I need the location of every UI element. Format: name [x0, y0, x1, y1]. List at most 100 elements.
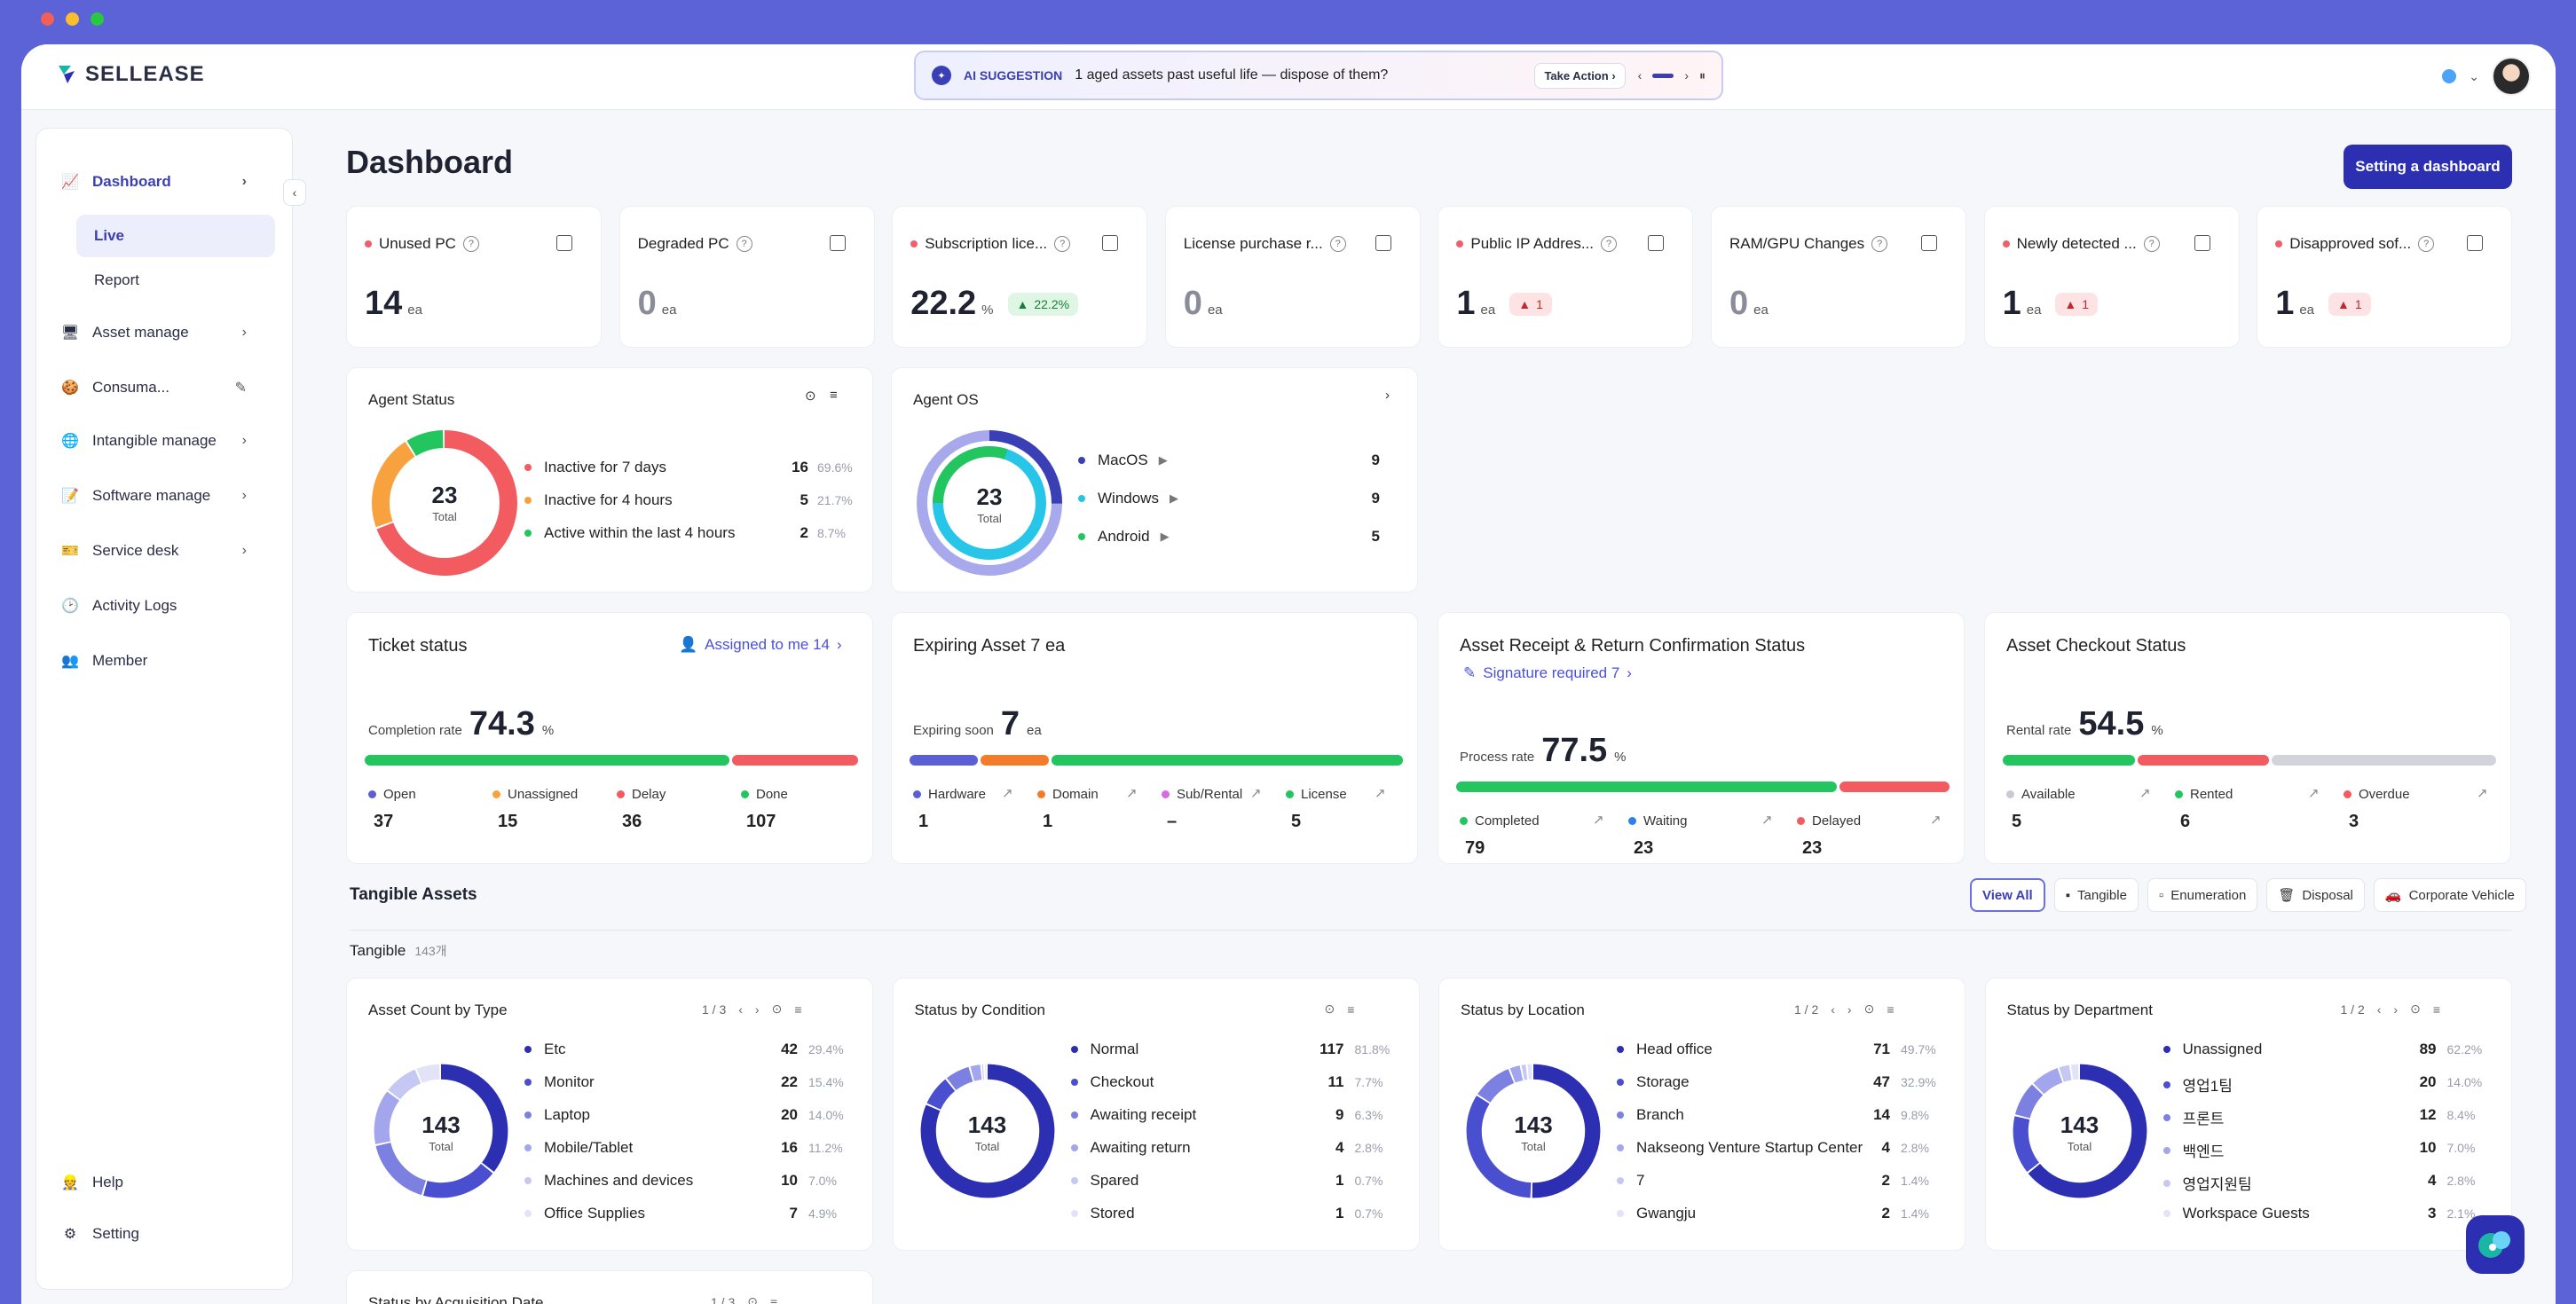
legend-item[interactable]: Head office [1617, 1041, 1713, 1058]
prev-icon[interactable]: ‹ [738, 1002, 743, 1017]
sidebar-item-dashboard[interactable]: 📈 Dashboard › [60, 172, 247, 192]
kpi-card[interactable]: RAM/GPU Changes? 0 ea [1711, 206, 1966, 348]
minimize-dot[interactable] [66, 12, 79, 26]
sidebar-item-asset-manage[interactable]: 🖥 Asset manage › [60, 323, 247, 342]
kpi-card[interactable]: License purchase r...? 0 ea [1164, 206, 1421, 348]
legend-item[interactable]: Checkout [1070, 1073, 1154, 1091]
target-icon[interactable]: ⊙ [805, 389, 816, 404]
help-icon[interactable]: ? [1329, 236, 1346, 252]
kpi-card[interactable]: Subscription lice...? 22.2% ▲ 22.2% [892, 206, 1148, 348]
sidebar-item-setting[interactable]: ⚙ Setting [60, 1224, 247, 1244]
chevron-down-icon[interactable]: ⌄ [2469, 68, 2479, 83]
filter-tangible[interactable]: ▪ Tangible [2053, 878, 2139, 912]
target-icon[interactable]: ⊙ [1863, 1002, 1875, 1016]
sort-icon[interactable]: ≡ [794, 1002, 802, 1017]
kpi-card[interactable]: Public IP Addres...? 1 ea ▲ 1 [1438, 206, 1694, 348]
setting-dashboard-button[interactable]: Setting a dashboard [2344, 145, 2512, 189]
external-link-icon[interactable]: ↗ [1250, 786, 1262, 801]
sort-icon[interactable]: ≡ [1347, 1002, 1355, 1017]
external-link-icon[interactable]: ↗ [2139, 786, 2151, 801]
logo[interactable]: SELLEASE [55, 62, 205, 87]
sidebar-item-service-desk[interactable]: 🎫 Service desk › [60, 541, 247, 561]
legend-item[interactable]: Active within the last 4 hours [524, 524, 735, 542]
panel-icon[interactable] [1648, 235, 1665, 251]
help-icon[interactable]: ? [2143, 236, 2160, 252]
sidebar-item-member[interactable]: 👥 Member [60, 651, 247, 671]
prev-icon[interactable]: ‹ [1637, 68, 1642, 82]
edit-icon[interactable]: ✎ [234, 381, 247, 396]
donut-segment[interactable] [2013, 1064, 2147, 1198]
legend-item[interactable]: 영업1팀 [2162, 1073, 2233, 1096]
next-icon[interactable]: › [754, 1002, 760, 1017]
chevron-right-icon[interactable]: › [1385, 388, 1390, 403]
maximize-dot[interactable] [91, 12, 104, 26]
legend-item[interactable]: Stored [1070, 1205, 1135, 1222]
kpi-card[interactable]: Newly detected ...? 1 ea ▲ 1 [1983, 206, 2240, 348]
kpi-card[interactable]: Unused PC? 14 ea [346, 206, 602, 348]
legend-item[interactable]: Spared [1070, 1172, 1138, 1190]
help-icon[interactable]: ? [1054, 236, 1071, 252]
sidebar-sub-report[interactable]: Report [76, 259, 275, 302]
filter-view-all[interactable]: View All [1970, 878, 2045, 912]
sidebar-item-software-manage[interactable]: 📝 Software manage › [60, 486, 247, 506]
sidebar-item-activity-logs[interactable]: 🕑 Activity Logs [60, 596, 247, 616]
legend-item[interactable]: Inactive for 7 days [524, 459, 666, 476]
panel-icon[interactable] [2467, 235, 2484, 251]
legend-item[interactable]: Workspace Guests [2162, 1205, 2310, 1222]
target-icon[interactable]: ⊙ [1324, 1002, 1335, 1016]
sort-icon[interactable]: ≡ [769, 1294, 778, 1304]
kpi-card[interactable]: Disapproved sof...? 1 ea ▲ 1 [2257, 206, 2513, 348]
legend-item[interactable]: 7 [1617, 1172, 1644, 1190]
legend-item[interactable]: MacOS ▶ [1078, 452, 1168, 469]
help-icon[interactable]: ? [462, 236, 479, 252]
sidebar-collapse-button[interactable]: ‹ [283, 179, 306, 206]
donut-segment[interactable] [920, 1064, 1054, 1198]
legend-item[interactable]: Nakseong Venture Startup Center [1617, 1139, 1863, 1157]
help-icon[interactable]: ? [1871, 236, 1888, 252]
signature-required-link[interactable]: ✎ Signature required 7 › [1463, 664, 1632, 682]
legend-item[interactable]: Android ▶ [1078, 528, 1170, 546]
panel-icon[interactable] [556, 235, 572, 251]
legend-item[interactable]: Inactive for 4 hours [524, 491, 673, 509]
donut-segment[interactable] [1466, 1064, 1601, 1198]
legend-item[interactable]: 프론트 [2162, 1106, 2224, 1128]
legend-item[interactable]: Laptop [524, 1106, 590, 1124]
legend-item[interactable]: Branch [1617, 1106, 1684, 1124]
legend-item[interactable]: Windows ▶ [1078, 490, 1178, 507]
sidebar-sub-live[interactable]: Live [76, 215, 275, 257]
panel-icon[interactable] [829, 235, 846, 251]
take-action-button[interactable]: Take Action › [1534, 62, 1626, 89]
legend-item[interactable]: Office Supplies [524, 1205, 645, 1222]
legend-item[interactable]: Mobile/Tablet [524, 1139, 633, 1157]
legend-item[interactable]: 영업지원팀 [2162, 1172, 2252, 1194]
donut-segment[interactable] [2013, 1064, 2147, 1198]
help-icon[interactable]: ? [2418, 236, 2435, 252]
external-link-icon[interactable]: ↗ [1930, 813, 1942, 828]
donut-segment[interactable] [1466, 1064, 1601, 1198]
external-link-icon[interactable]: ↗ [2477, 786, 2488, 801]
external-link-icon[interactable]: ↗ [1761, 813, 1773, 828]
panel-icon[interactable] [1102, 235, 1119, 251]
prev-icon[interactable]: ‹ [2376, 1002, 2382, 1017]
filter-corporate-vehicle[interactable]: 🚗 Corporate Vehicle [2373, 878, 2526, 912]
filter-disposal[interactable]: 🗑 Disposal [2266, 878, 2365, 912]
donut-segment[interactable] [372, 430, 517, 576]
external-link-icon[interactable]: ↗ [1126, 786, 1138, 801]
pause-icon[interactable]: ⏸ [1699, 67, 1706, 82]
external-link-icon[interactable]: ↗ [1375, 786, 1386, 801]
filter-enumeration[interactable]: ▫ Enumeration [2147, 878, 2258, 912]
help-icon[interactable]: ? [1601, 236, 1617, 252]
language-globe-icon[interactable] [2442, 69, 2457, 83]
donut-segment[interactable] [374, 1064, 508, 1198]
chat-fab-button[interactable] [2466, 1215, 2525, 1274]
donut-segment[interactable] [374, 1064, 508, 1198]
legend-item[interactable]: Gwangju [1617, 1205, 1696, 1222]
sidebar-item-intangible-manage[interactable]: 🌐 Intangible manage › [60, 431, 247, 451]
legend-item[interactable]: Normal [1070, 1041, 1138, 1058]
external-link-icon[interactable]: ↗ [1002, 786, 1013, 801]
legend-item[interactable]: Machines and devices [524, 1172, 693, 1190]
next-icon[interactable]: › [1847, 1002, 1852, 1017]
target-icon[interactable]: ⊙ [2410, 1002, 2421, 1016]
sort-icon[interactable]: ≡ [1887, 1002, 1895, 1017]
panel-icon[interactable] [1921, 235, 1937, 251]
